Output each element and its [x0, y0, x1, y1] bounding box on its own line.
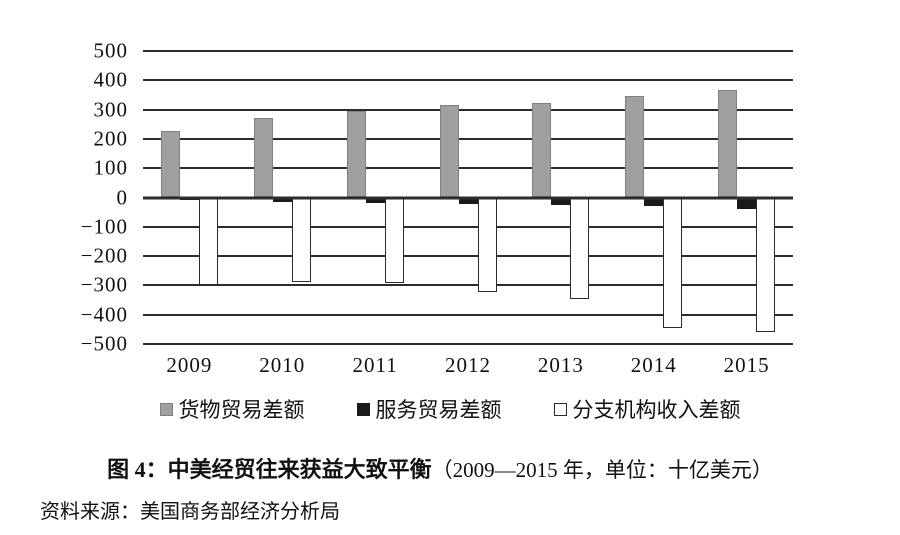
- figure-caption-title: 图 4：中美经贸往来获益大致平衡: [107, 457, 432, 482]
- bar-分支机构收入差额-2013: [570, 197, 590, 299]
- bar-货物贸易差额-2012: [439, 105, 459, 198]
- gridline: [143, 343, 793, 345]
- legend-item: 货物贸易差额: [159, 394, 305, 424]
- chart-legend: 货物贸易差额 服务贸易差额 分支机构收入差额: [0, 394, 900, 424]
- y-axis-tick-label: 100: [93, 155, 128, 180]
- x-axis-tick-label: 2012: [444, 353, 491, 377]
- bar-分支机构收入差额-2015: [756, 197, 776, 332]
- gridline: [143, 255, 793, 258]
- gridline: [143, 50, 793, 52]
- x-axis-tick-label: 2011: [352, 353, 398, 377]
- gridline: [143, 137, 793, 140]
- bar-分支机构收入差额-2014: [663, 197, 683, 328]
- y-axis-tick-label: −400: [80, 302, 128, 327]
- legend-item: 分支机构收入差额: [553, 394, 741, 424]
- bar-货物贸易差额-2013: [532, 103, 552, 198]
- plot-area: [143, 50, 793, 345]
- x-axis-tick-label: 2009: [166, 353, 213, 377]
- y-axis-tick-label: 500: [93, 38, 128, 63]
- legend-label: 服务贸易差额: [375, 398, 502, 422]
- y-axis-tick-label: −200: [80, 243, 128, 268]
- y-axis-tick-label: 300: [93, 97, 128, 122]
- bar-货物贸易差额-2010: [253, 117, 273, 198]
- x-axis-tick-label: 2014: [630, 353, 677, 377]
- bar-货物贸易差额-2015: [718, 90, 738, 198]
- y-axis-tick-label: 200: [93, 126, 128, 151]
- gridline: [143, 225, 793, 228]
- figure-caption: 图 4：中美经贸往来获益大致平衡（2009—2015 年，单位：十亿美元）: [0, 452, 880, 484]
- legend-marker-icon: [553, 402, 567, 416]
- gridline: [143, 284, 793, 287]
- legend-marker-icon: [356, 402, 370, 416]
- y-axis-tick-label: −300: [80, 272, 128, 297]
- y-axis-tick-label: 400: [93, 67, 128, 92]
- bar-货物贸易差额-2009: [160, 131, 180, 198]
- bar-分支机构收入差额-2012: [477, 197, 497, 292]
- y-axis-tick-label: −100: [80, 214, 128, 239]
- bar-分支机构收入差额-2011: [384, 197, 404, 284]
- legend-label: 货物贸易差额: [178, 398, 305, 422]
- gridline: [143, 167, 793, 170]
- y-axis-tick-label: 0: [116, 185, 128, 209]
- gridline: [143, 79, 793, 82]
- source-line: 资料来源：美国商务部经济分析局: [40, 501, 340, 523]
- legend-item: 服务贸易差额: [356, 394, 502, 424]
- legend-label: 分支机构收入差额: [572, 398, 741, 422]
- bar-货物贸易差额-2011: [346, 110, 366, 198]
- figure-caption-note: （2009—2015 年，单位：十亿美元）: [431, 458, 773, 482]
- legend-marker-icon: [159, 402, 173, 416]
- bar-货物贸易差额-2014: [625, 96, 645, 198]
- x-axis-tick-label: 2015: [723, 353, 770, 377]
- bar-分支机构收入差额-2010: [291, 197, 311, 282]
- x-axis-tick-label: 2013: [537, 353, 584, 377]
- bar-分支机构收入差额-2009: [198, 197, 218, 285]
- gridline: [143, 313, 793, 316]
- zero-axis-line: [143, 196, 793, 199]
- y-axis-tick-label: −500: [80, 331, 128, 356]
- gridline: [143, 108, 793, 111]
- bar-服务贸易差额-2015: [737, 197, 757, 209]
- x-axis-tick-label: 2010: [259, 353, 306, 377]
